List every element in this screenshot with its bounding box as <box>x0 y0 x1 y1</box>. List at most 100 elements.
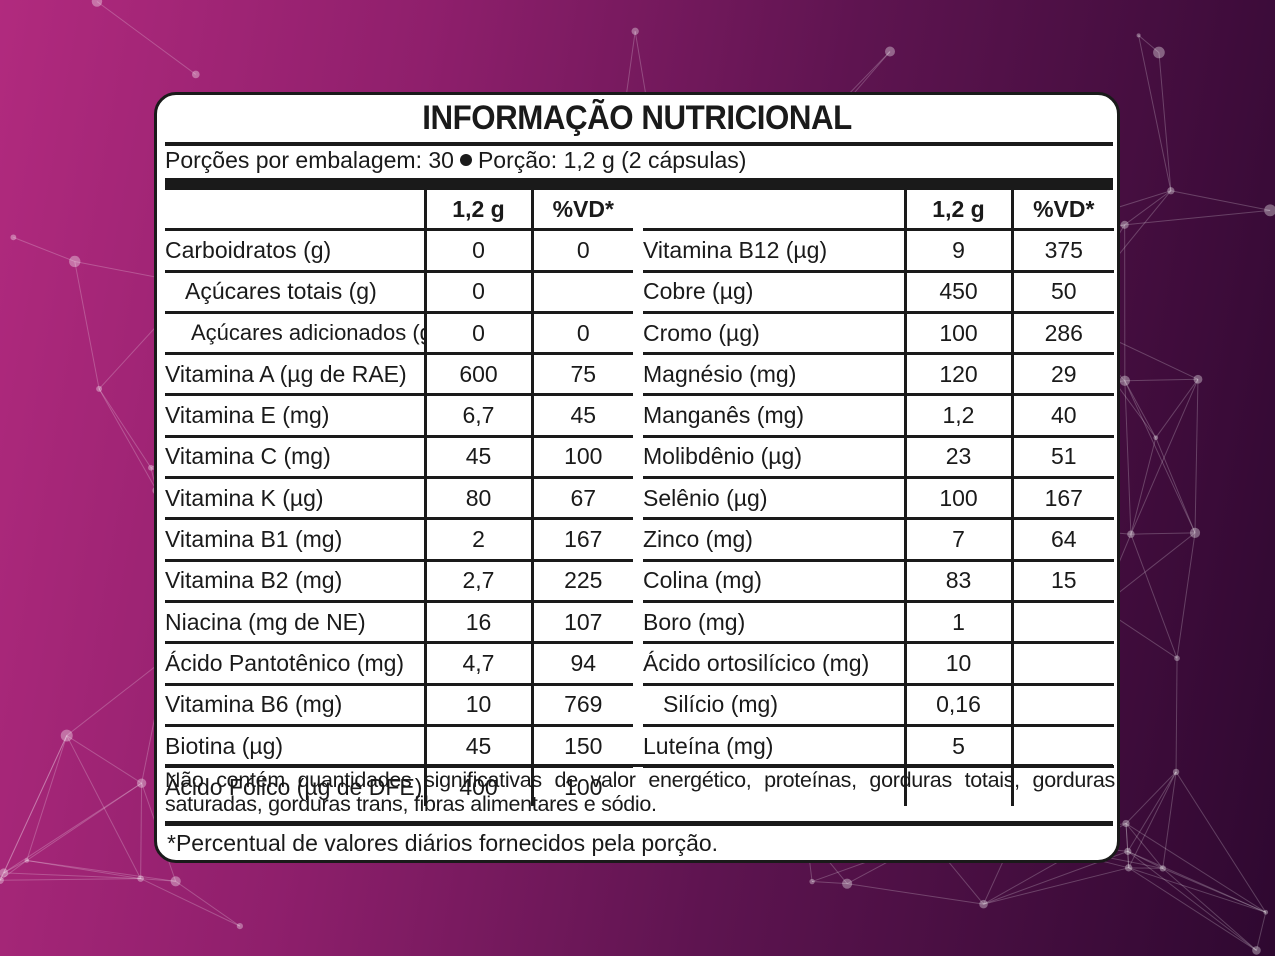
nutrient-amount: 0 <box>423 229 532 273</box>
network-node <box>1193 374 1203 384</box>
column-gap <box>633 436 643 477</box>
network-line <box>1158 52 1172 191</box>
network-line <box>1162 867 1266 913</box>
nutrient-table: 1,2 g %VD* 1,2 g %VD* Carboidratos (g) 0 0… <box>165 190 1114 807</box>
network-line <box>0 860 28 881</box>
network-node <box>1153 435 1159 441</box>
network-node <box>1136 33 1141 38</box>
network-line <box>1124 190 1172 226</box>
nutrient-dv <box>530 271 633 314</box>
network-line <box>3 860 28 874</box>
network-line <box>3 872 141 880</box>
nutrient-amount: 0,16 <box>903 684 1012 727</box>
nutrient-name: Cromo (µg) <box>643 312 905 356</box>
table-row: Biotina (µg) 45 150 Luteína (mg) 5 <box>165 725 1114 769</box>
network-line <box>1155 437 1196 534</box>
network-line <box>1130 534 1178 659</box>
table-row: Vitamina B6 (mg) 10 769 Silício (mg) 0,16 <box>165 684 1114 727</box>
title-rule <box>165 142 1113 146</box>
network-line <box>1175 658 1178 772</box>
network-node <box>69 255 81 268</box>
nutrient-amount: 6,7 <box>423 394 532 438</box>
nutrient-amount: 10 <box>423 684 532 727</box>
header-amount: 1,2 g <box>903 190 1012 232</box>
network-line <box>175 880 241 927</box>
column-gap <box>633 230 643 271</box>
network-node <box>1127 530 1135 538</box>
nutrient-amount: 45 <box>423 436 532 480</box>
network-line <box>26 782 142 861</box>
nutrient-amount <box>903 766 1012 807</box>
nutrient-dv: 769 <box>530 684 633 727</box>
nutrient-amount: 45 <box>423 725 532 769</box>
network-node <box>979 899 988 909</box>
nutrient-name: Vitamina B12 (µg) <box>643 229 905 273</box>
nutrient-amount: 9 <box>903 229 1012 273</box>
nutrition-label: INFORMAÇÃO NUTRICIONAL Porções por embal… <box>154 92 1120 863</box>
header-amount: 1,2 g <box>423 190 532 232</box>
nutrient-dv: 0 <box>530 312 633 356</box>
nutrient-name: Biotina (µg) <box>165 725 425 769</box>
network-node <box>1263 909 1269 915</box>
nutrient-amount: 23 <box>903 436 1012 480</box>
nutrient-name: Vitamina B6 (mg) <box>165 684 425 727</box>
nutrient-name: Silício (mg) <box>643 684 905 727</box>
nutrient-amount: 5 <box>903 725 1012 769</box>
network-line <box>1125 823 1129 852</box>
network-line <box>1127 850 1164 869</box>
network-line <box>1128 867 1163 869</box>
nutrient-name: Manganês (mg) <box>643 394 905 438</box>
network-node <box>170 876 181 887</box>
nutrient-dv: 40 <box>1010 394 1114 438</box>
nutrient-amount: 100 <box>903 477 1012 521</box>
nutrient-dv: 29 <box>1010 353 1114 397</box>
nutrient-dv <box>1010 601 1114 645</box>
network-node <box>631 27 639 35</box>
nutrient-dv: 0 <box>530 229 633 273</box>
network-line <box>98 388 158 491</box>
network-line <box>1256 912 1267 951</box>
nutrient-amount: 80 <box>423 477 532 521</box>
nutrient-dv: 75 <box>530 353 633 397</box>
network-node <box>1189 527 1201 538</box>
network-line <box>1138 35 1160 53</box>
network-line <box>1125 771 1177 824</box>
network-line <box>66 735 142 784</box>
nutrient-name: Magnésio (mg) <box>643 353 905 397</box>
nutrient-name: Ácido Fólico (µg de DFE) <box>165 773 423 800</box>
nutrient-dv: 107 <box>530 601 633 645</box>
network-line <box>1124 380 1132 535</box>
nutrient-amount: 4,7 <box>423 642 532 686</box>
header-dv: %VD* <box>1010 190 1114 232</box>
network-node <box>1172 768 1180 776</box>
network-node <box>96 385 103 392</box>
table-row: Vitamina B2 (mg) 2,7 225 Colina (mg) 83 15 <box>165 560 1114 603</box>
network-node <box>1252 946 1261 955</box>
column-gap <box>633 354 643 395</box>
nutrient-dv: 94 <box>530 642 633 686</box>
network-line <box>3 782 142 874</box>
network-line <box>0 878 141 881</box>
network-node <box>148 464 154 471</box>
network-line <box>1162 867 1257 951</box>
network-node <box>809 878 815 885</box>
network-node <box>24 858 30 863</box>
network-line <box>1155 378 1199 438</box>
network-node <box>1120 220 1129 229</box>
nutrient-name: Ácido Pantotênico (mg) <box>165 642 425 686</box>
column-gap <box>633 519 643 560</box>
portion-size-text: Porção: 1,2 g (2 cápsulas) <box>477 147 747 173</box>
network-node <box>885 46 896 57</box>
nutrient-amount: 600 <box>423 353 532 397</box>
nutrient-name: Luteína (mg) <box>643 725 905 769</box>
network-line <box>26 859 141 880</box>
footnote-text: *Percentual de valores diários fornecido… <box>167 830 719 856</box>
nutrient-name: Boro (mg) <box>643 601 905 645</box>
nutrient-amount: 400 <box>423 766 532 807</box>
network-line <box>1125 823 1130 868</box>
network-line <box>1124 378 1198 382</box>
network-line <box>1130 532 1196 535</box>
nutrient-name: Niacina (mg de NE) <box>165 601 425 645</box>
nutrient-dv: 225 <box>530 560 633 603</box>
network-line <box>1162 771 1177 869</box>
